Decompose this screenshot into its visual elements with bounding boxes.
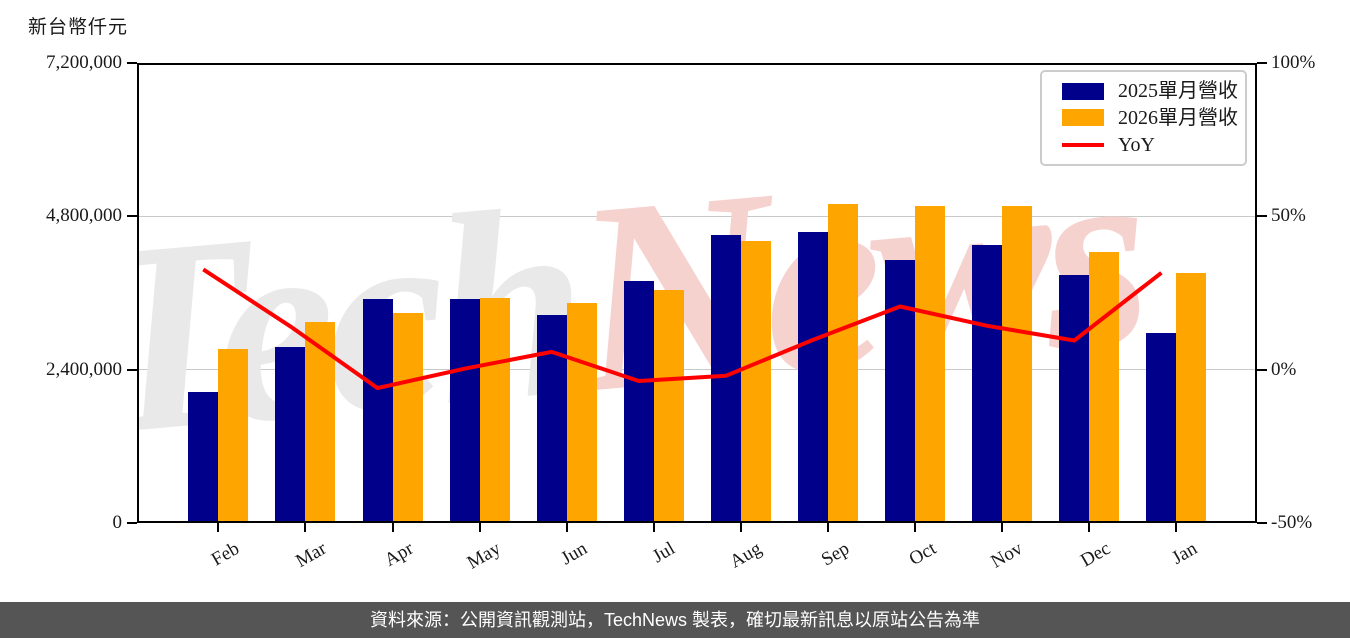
x-axis-tick (1001, 523, 1004, 532)
gridline (137, 215, 1257, 217)
bar-2025-nov (972, 245, 1003, 523)
y-axis-tick (127, 522, 137, 524)
bar-2025-sep (798, 232, 828, 523)
yoy-line (202, 267, 1163, 391)
right-axis-tick (1257, 215, 1267, 218)
x-axis-tick (652, 523, 655, 532)
bar-2025-jul (623, 280, 654, 523)
y-axis-tick-label: 0 (112, 512, 123, 533)
y-axis-tick-label: 2,400,000 (46, 358, 122, 380)
x-axis-label-jun: Jun (557, 538, 592, 570)
bar-2026-aug (740, 240, 771, 523)
bar-2026-feb (218, 349, 249, 523)
x-axis-tick (827, 523, 829, 532)
legend-item-yoy: YoY (1062, 132, 1245, 158)
x-axis-label-feb: Feb (207, 538, 243, 571)
legend-item-2025: 2025單月營收 (1062, 78, 1245, 104)
right-axis-tick-label: 0% (1271, 358, 1297, 380)
bar-2025-feb (188, 392, 219, 523)
right-axis-tick (1257, 62, 1267, 64)
y-axis-tick (127, 368, 137, 371)
bar-2025-dec (1059, 275, 1090, 523)
x-axis-label-apr: Apr (380, 538, 417, 571)
bar-2026-nov (1002, 205, 1033, 523)
bar-2025-may (449, 298, 480, 523)
x-axis-tick (304, 523, 307, 532)
x-axis-tick (1175, 523, 1178, 532)
x-axis-label-may: May (463, 538, 505, 574)
x-axis-tick (217, 523, 220, 532)
bar-2025-aug (710, 234, 741, 523)
x-axis-tick (478, 523, 481, 532)
bar-2026-oct (915, 205, 946, 523)
x-axis-tick (1088, 523, 1091, 532)
bar-2026-may (479, 298, 510, 523)
y-axis-tick-label: 7,200,000 (46, 52, 122, 73)
legend: 2025單月營收 2026單月營收 YoY (1040, 70, 1247, 166)
legend-swatch-yoy (1062, 142, 1104, 147)
footer-source-text: 資料來源：公開資訊觀測站，TechNews 製表，確切最新訊息以原站公告為準 (369, 610, 981, 630)
x-axis-tick (391, 523, 394, 532)
bar-2026-jan (1176, 273, 1207, 523)
bar-2026-jul (653, 289, 684, 523)
bar-2025-jan (1146, 333, 1177, 523)
bar-2025-jun (536, 314, 567, 523)
bar-2025-mar (275, 346, 306, 523)
legend-label-2026: 2026單月營收 (1118, 106, 1238, 129)
yoy-line-layer (202, 267, 1163, 391)
legend-swatch-2026 (1062, 109, 1104, 127)
y-axis-tick (127, 215, 137, 218)
bar-2026-sep (828, 204, 858, 523)
legend-label-yoy: YoY (1118, 133, 1155, 156)
footer-bar: 資料來源：公開資訊觀測站，TechNews 製表，確切最新訊息以原站公告為準 (0, 602, 1350, 638)
bar-2026-apr (392, 312, 423, 523)
x-axis-tick (914, 523, 917, 532)
gridline (137, 369, 1257, 371)
x-axis-label-sep: Sep (817, 538, 853, 571)
bar-2026-jun (566, 302, 597, 523)
x-axis-label-aug: Aug (726, 538, 766, 573)
x-axis-label-jan: Jan (1168, 538, 1201, 569)
x-axis-label-jul: Jul (648, 538, 679, 568)
right-axis-tick-label: 50% (1271, 205, 1306, 227)
x-axis-tick (739, 523, 742, 532)
x-axis-tick (565, 523, 568, 532)
x-axis-label-nov: Nov (987, 538, 1027, 573)
legend-label-2025: 2025單月營收 (1118, 80, 1238, 103)
right-axis-tick (1257, 368, 1267, 371)
right-axis-tick-label: 100% (1271, 52, 1316, 73)
y-axis-tick-label: 4,800,000 (46, 205, 122, 227)
bar-2025-oct (885, 259, 916, 523)
right-axis-tick (1257, 522, 1267, 524)
left-axis-unit-title: 新台幣仟元 (28, 17, 129, 38)
bar-2025-apr (362, 299, 393, 523)
x-axis-label-dec: Dec (1076, 538, 1114, 572)
y-axis-tick (127, 62, 137, 64)
legend-swatch-2025 (1062, 82, 1104, 100)
legend-item-2026: 2026單月營收 (1062, 105, 1245, 131)
x-axis-label-mar: Mar (291, 538, 330, 573)
bar-2026-dec (1089, 251, 1120, 523)
x-axis-label-oct: Oct (905, 538, 940, 570)
right-axis-tick-label: -50% (1271, 512, 1313, 533)
